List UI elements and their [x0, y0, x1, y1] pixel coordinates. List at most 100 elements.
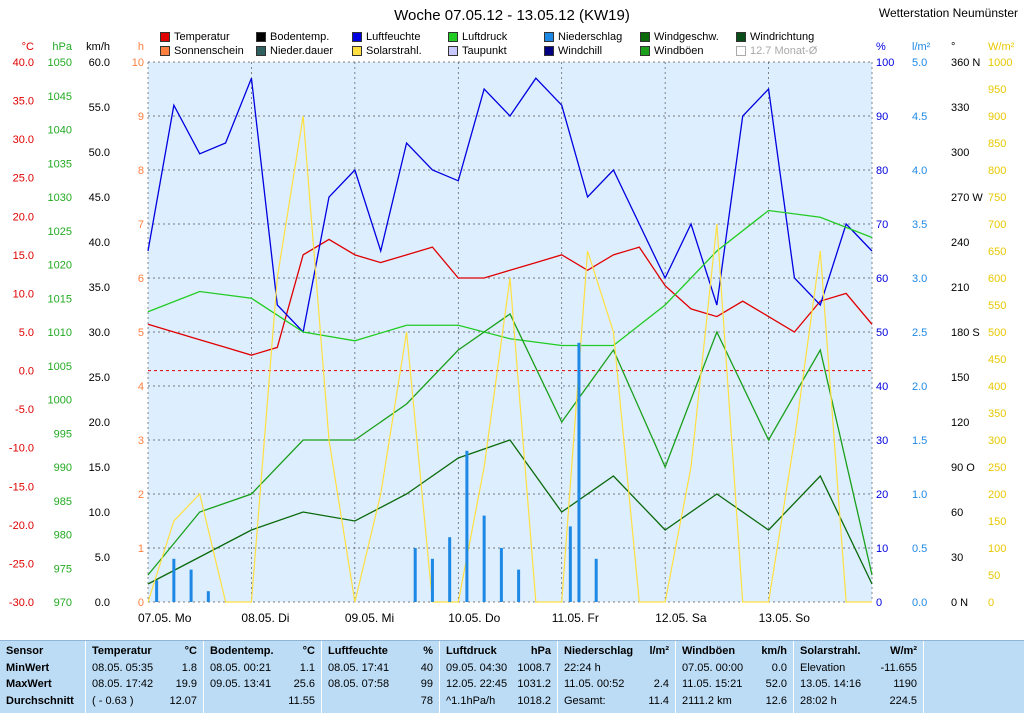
stats-row: 11.55 [288, 694, 315, 707]
direction-axis-tick: 150 [951, 372, 969, 384]
temp-axis-tick: 20.0 [13, 211, 34, 223]
temp-axis-tick: -5.0 [15, 404, 34, 416]
solar-axis-tick: 650 [988, 246, 1006, 258]
solar-axis-tick: 300 [988, 435, 1006, 447]
rain-bar [172, 558, 176, 602]
stats-row: 08.05. 17:41 40 [328, 661, 433, 674]
pressure-axis-tick: 1045 [48, 91, 72, 103]
stats-header: Bodentemp. °C [210, 645, 315, 657]
hours-axis-tick: 9 [138, 111, 144, 123]
humidity-axis-tick: 70 [876, 219, 888, 231]
day-label: 10.05. Do [448, 611, 500, 625]
legend-swatch [352, 32, 362, 42]
direction-axis-tick: 180 S [951, 327, 980, 339]
rain-bar [155, 580, 159, 602]
humidity-axis-tick: 80 [876, 165, 888, 177]
legend-swatch [160, 32, 170, 42]
temp-axis-tick: -15.0 [9, 481, 34, 493]
legend-swatch [736, 32, 746, 42]
weather-chart: °C40.035.030.025.020.015.010.05.00.0-5.0… [9, 7, 1015, 625]
solar-axis-tick: 50 [988, 570, 1000, 582]
pressure-axis-tick: 1035 [48, 158, 72, 170]
humidity-axis-tick: 90 [876, 111, 888, 123]
legend-label: Windgeschw. [654, 31, 719, 43]
legend-label: Windchill [558, 45, 603, 57]
day-label: 07.05. Mo [138, 611, 192, 625]
stats-header: Sensor [6, 645, 44, 657]
stats-row: 09.05. 04:30 1008.7 [446, 661, 551, 674]
day-label: 09.05. Mi [345, 611, 394, 625]
hours-axis-tick: 10 [132, 57, 144, 69]
rain-bar [482, 515, 486, 602]
legend-label: Taupunkt [462, 45, 507, 57]
legend-item: Windrichtung [736, 31, 814, 43]
temp-axis-tick: 10.0 [13, 288, 34, 300]
legend-item: Luftfeuchte [352, 31, 420, 43]
legend-swatch [448, 32, 458, 42]
humidity-axis-tick: 30 [876, 435, 888, 447]
rain-bar [568, 526, 572, 602]
legend-label: Niederschlag [558, 31, 623, 43]
hours-axis-tick: 5 [138, 327, 144, 339]
pressure-axis-unit: hPa [52, 41, 72, 53]
legend-swatch [544, 46, 554, 56]
hours-axis-tick: 0 [138, 597, 144, 609]
direction-axis-tick: 120 [951, 417, 969, 429]
solar-axis-tick: 800 [988, 165, 1006, 177]
hours-axis-tick: 6 [138, 273, 144, 285]
hours-axis-tick: 2 [138, 489, 144, 501]
stats-row: MaxWert [6, 678, 52, 690]
direction-axis-tick: 0 N [951, 597, 968, 609]
stats-row: Elevation -11.655 [800, 661, 917, 674]
chart-title: Woche 07.05.12 - 13.05.12 (KW19) [394, 7, 630, 24]
legend-label: Temperatur [174, 31, 230, 43]
legend-label: 12.7 Monat-Ø [750, 45, 818, 57]
temp-axis-tick: 0.0 [19, 366, 34, 378]
legend-label: Sonnenschein [174, 45, 244, 57]
solar-axis-tick: 550 [988, 300, 1006, 312]
legend-item: Taupunkt [448, 45, 507, 57]
direction-axis-tick: 90 O [951, 462, 975, 474]
humidity-axis-tick: 20 [876, 489, 888, 501]
rain-axis-tick: 0.0 [912, 597, 927, 609]
series-line-windgeschw [147, 439, 873, 585]
solar-axis-unit: W/m² [988, 41, 1015, 53]
legend-label: Luftdruck [462, 31, 508, 43]
stats-header: Windböen km/h [682, 645, 787, 657]
stats-row: 2111.2 km 12.6 [682, 694, 787, 707]
temp-axis-tick: -10.0 [9, 443, 34, 455]
stats-column: Bodentemp. °C 08.05. 00:21 1.1 09.05. 13:41 2… [204, 641, 322, 713]
rain-axis-tick: 1.0 [912, 489, 927, 501]
temp-axis-tick: -30.0 [9, 597, 34, 609]
wind-axis-tick: 40.0 [89, 237, 110, 249]
solar-axis-tick: 0 [988, 597, 994, 609]
rain-axis-tick: 4.5 [912, 111, 927, 123]
wind-axis-tick: 10.0 [89, 507, 110, 519]
legend-item: Windböen [640, 45, 704, 57]
rain-bar [189, 569, 193, 602]
wind-axis-tick: 55.0 [89, 102, 110, 114]
temp-axis-unit: °C [22, 41, 34, 53]
wind-axis-tick: 0.0 [95, 597, 110, 609]
stats-row: 07.05. 00:00 0.0 [682, 661, 787, 674]
hours-axis-tick: 8 [138, 165, 144, 177]
rain-axis-tick: 3.0 [912, 273, 927, 285]
stats-row: 78 [420, 694, 433, 707]
pressure-axis-tick: 1040 [48, 125, 72, 137]
stats-row: 11.05. 00:52 2.4 [564, 678, 669, 690]
hours-axis-tick: 7 [138, 219, 144, 231]
solar-axis-tick: 500 [988, 327, 1006, 339]
wind-axis-tick: 15.0 [89, 462, 110, 474]
rain-bar [517, 569, 521, 602]
solar-axis-tick: 850 [988, 138, 1006, 150]
solar-axis-tick: 750 [988, 192, 1006, 204]
stats-row: ( - 0.63 ) 12.07 [92, 694, 197, 707]
direction-axis-tick: 30 [951, 552, 963, 564]
rain-axis-tick: 3.5 [912, 219, 927, 231]
legend-item: Windgeschw. [640, 31, 719, 43]
solar-axis-tick: 450 [988, 354, 1006, 366]
series-line-luftfeuchte [147, 77, 873, 334]
legend-label: Windrichtung [750, 31, 815, 43]
rain-axis-tick: 0.5 [912, 543, 927, 555]
stats-column: Luftfeuchte% 08.05. 17:41 40 08.05. 07:58 99… [322, 641, 440, 713]
